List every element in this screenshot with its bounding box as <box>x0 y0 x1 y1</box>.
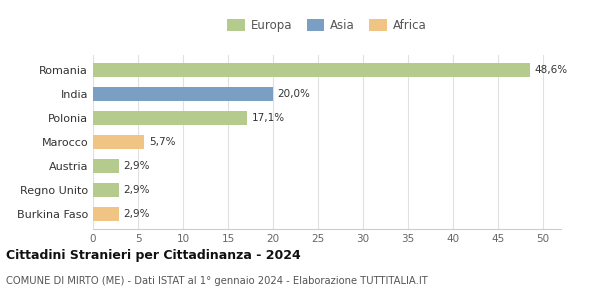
Text: COMUNE DI MIRTO (ME) - Dati ISTAT al 1° gennaio 2024 - Elaborazione TUTTITALIA.I: COMUNE DI MIRTO (ME) - Dati ISTAT al 1° … <box>6 276 428 285</box>
Bar <box>93 111 247 125</box>
Bar <box>93 207 119 221</box>
Text: 20,0%: 20,0% <box>277 89 310 99</box>
Text: 48,6%: 48,6% <box>535 65 568 75</box>
Text: 2,9%: 2,9% <box>124 161 150 171</box>
Text: 17,1%: 17,1% <box>251 113 284 123</box>
Legend: Europa, Asia, Africa: Europa, Asia, Africa <box>224 15 430 35</box>
Bar <box>93 135 145 149</box>
Bar <box>93 87 273 102</box>
Text: 2,9%: 2,9% <box>124 185 150 195</box>
Bar <box>93 63 530 77</box>
Bar <box>93 159 119 173</box>
Bar <box>93 183 119 197</box>
Text: Cittadini Stranieri per Cittadinanza - 2024: Cittadini Stranieri per Cittadinanza - 2… <box>6 249 301 262</box>
Text: 5,7%: 5,7% <box>149 137 175 147</box>
Text: 2,9%: 2,9% <box>124 209 150 219</box>
